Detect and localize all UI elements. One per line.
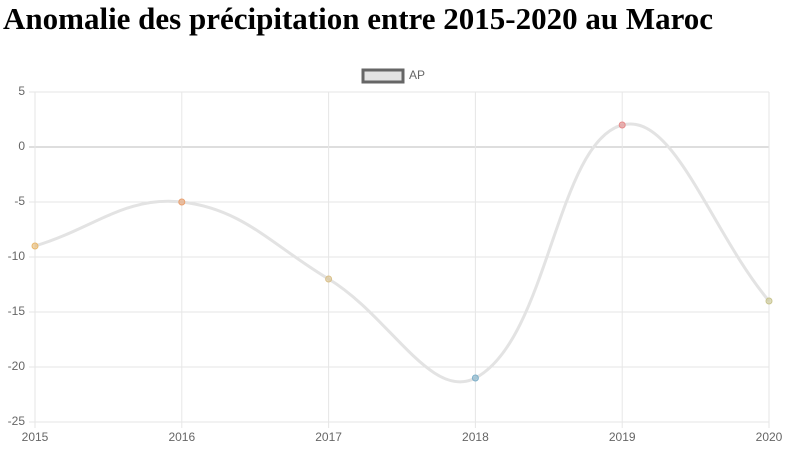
- x-tick-label: 2015: [22, 430, 49, 444]
- y-tick-label: 0: [18, 139, 25, 153]
- point: [325, 275, 333, 283]
- x-tick-label: 2019: [609, 430, 636, 444]
- point: [618, 121, 626, 129]
- chart-title: Anomalie des précipitation entre 2015-20…: [3, 1, 713, 36]
- y-tick-label: -10: [8, 249, 26, 263]
- point: [31, 242, 39, 250]
- point: [471, 374, 479, 382]
- legend-label: AP: [409, 68, 425, 82]
- legend-swatch: [361, 68, 405, 84]
- point: [178, 198, 186, 206]
- y-tick-label: 5: [18, 84, 25, 98]
- y-tick-label: -25: [8, 414, 26, 428]
- x-tick-label: 2016: [168, 430, 195, 444]
- y-tick-label: -5: [14, 194, 25, 208]
- y-tick-label: -15: [8, 304, 26, 318]
- x-tick-label: 2018: [462, 430, 489, 444]
- line: [34, 122, 771, 384]
- x-tick-label: 2020: [756, 430, 783, 444]
- x-tick-label: 2017: [315, 430, 342, 444]
- y-tick-label: -20: [8, 359, 26, 373]
- point: [765, 297, 773, 305]
